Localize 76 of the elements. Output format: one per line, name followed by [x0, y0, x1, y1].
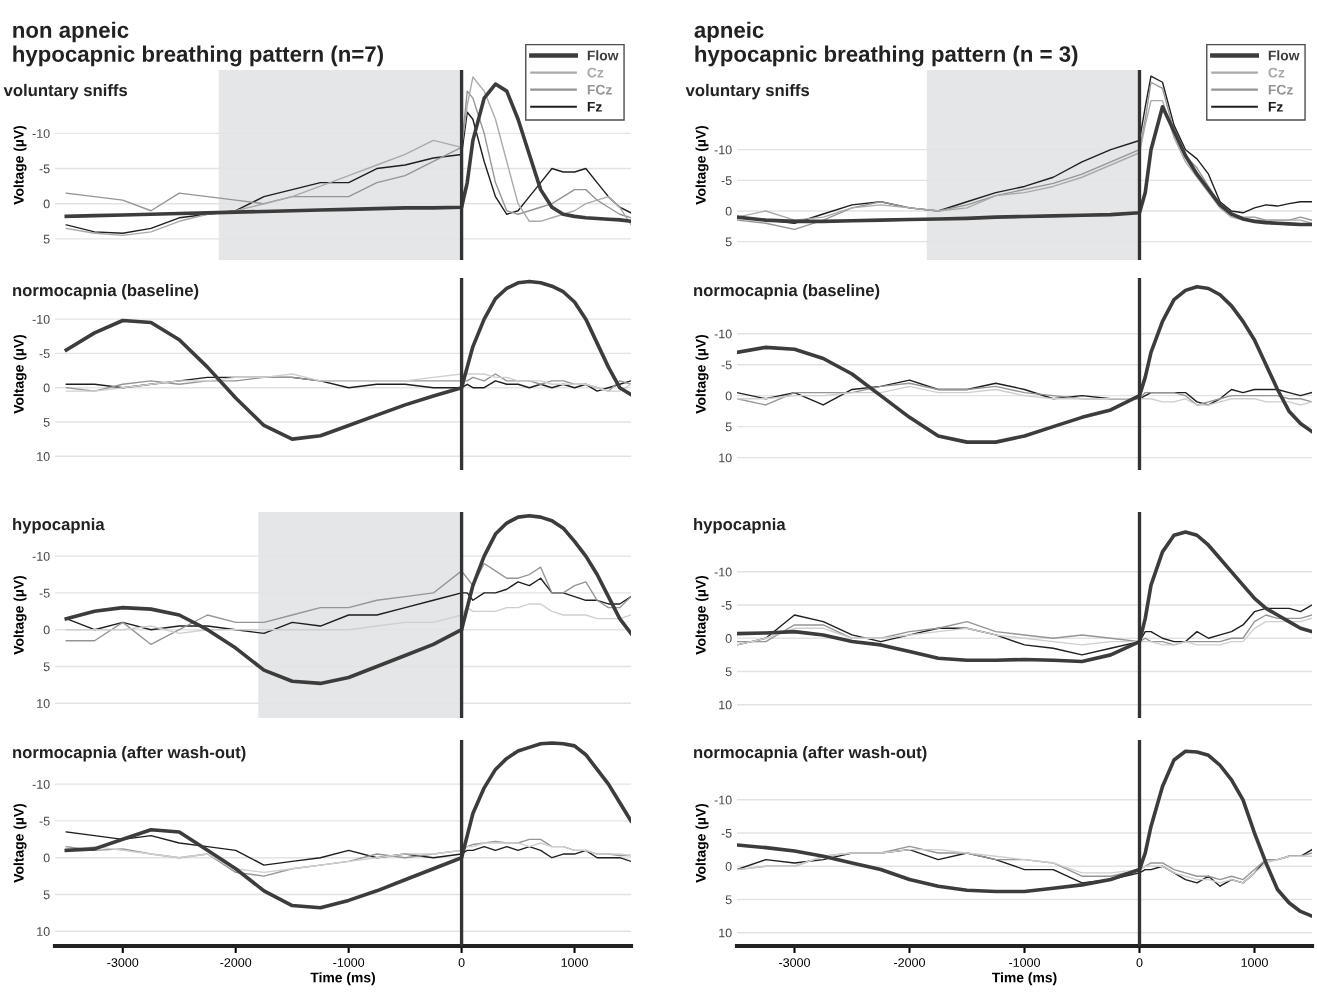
x-tick-label: -3000 [779, 958, 810, 967]
y-tick-label: 5 [43, 662, 50, 672]
y-tick-label: 0 [43, 199, 50, 209]
y-tick-label: -10 [714, 795, 732, 805]
x-tick-label: 0 [458, 958, 465, 967]
y-tick-label: 10 [719, 928, 732, 938]
x-axis-title: Time (ms) [991, 972, 1057, 986]
y-tick-label: -10 [714, 329, 732, 339]
legend-label: FCz [1268, 84, 1293, 95]
text: voluntary sniffs [3, 83, 128, 100]
y-tick-label: 10 [37, 452, 50, 461]
y-axis-title: Voltage (µV) [13, 125, 27, 205]
y-tick-label: 0 [725, 634, 732, 643]
y-tick-label: -5 [39, 164, 50, 174]
y-tick-label: 5 [725, 422, 732, 432]
y-tick-label: -5 [721, 828, 732, 838]
y-axis-title: Voltage (µV) [695, 334, 709, 414]
x-tick-label: 1000 [1241, 958, 1268, 967]
y-tick-label: -5 [721, 360, 732, 370]
y-axis-title: Voltage (µV) [695, 575, 709, 655]
chart-title: normocapnia (after wash-out) [694, 746, 927, 762]
legend-label: FCz [587, 84, 612, 95]
y-tick-label: 10 [719, 700, 732, 710]
chart-title: non apneic hypocapnic breathing pattern (n=7) [13, 21, 383, 67]
y-axis-title: Voltage (µV) [13, 334, 27, 414]
chart-title: normocapnia (baseline) [13, 284, 199, 300]
y-tick-label: 5 [725, 237, 732, 247]
y-tick-label: -10 [714, 145, 732, 155]
y-tick-label: -10 [32, 551, 50, 561]
chart-title: hypocapnia [13, 518, 105, 534]
chart-title: apneic hypocapnic breathing pattern (n = 3) [694, 21, 1078, 67]
legend-label: Fz [1268, 102, 1283, 112]
y-axis-title: Voltage (µV) [13, 803, 27, 883]
y-axis-title: Voltage (µV) [695, 803, 709, 883]
y-tick-label: 0 [43, 853, 50, 863]
y-tick-label: 5 [43, 417, 50, 427]
x-tick-label: -1000 [1009, 958, 1040, 967]
y-tick-label: 0 [725, 391, 732, 401]
legend-label: Flow [1268, 50, 1300, 61]
y-tick-label: -5 [39, 349, 50, 359]
y-tick-label: 5 [43, 234, 50, 244]
y-tick-label: -10 [32, 314, 50, 324]
legend-label: Fz [587, 102, 602, 112]
y-tick-label: -5 [39, 588, 50, 598]
y-tick-label: -10 [32, 129, 50, 138]
x-axis-title: Time (ms) [310, 972, 375, 986]
text: voluntary sniffs [685, 83, 810, 100]
y-axis-title: Voltage (µV) [13, 575, 27, 655]
y-tick-label: -5 [39, 816, 50, 826]
x-tick-label: -2000 [894, 958, 925, 967]
legend-label: Cz [1268, 67, 1285, 78]
legend-label: Cz [587, 67, 604, 78]
y-tick-label: 0 [725, 206, 732, 216]
y-tick-label: 5 [725, 895, 732, 905]
chart-title: hypocapnia [694, 518, 786, 534]
y-tick-label: 0 [43, 383, 50, 393]
y-tick-label: 0 [43, 625, 50, 635]
x-tick-label: -1000 [333, 958, 365, 967]
y-tick-label: 5 [43, 890, 50, 900]
y-tick-label: 10 [37, 699, 50, 708]
y-tick-label: 5 [725, 667, 732, 677]
y-tick-label: 10 [37, 927, 50, 936]
legend-label: Flow [587, 50, 619, 61]
y-axis-title: Voltage (µV) [695, 125, 709, 205]
chart-title: normocapnia (after wash-out) [13, 746, 246, 762]
y-tick-label: 10 [719, 453, 732, 463]
y-tick-label: -5 [721, 600, 732, 610]
x-tick-label: 0 [1136, 958, 1143, 967]
chart-title: normocapnia (baseline) [694, 284, 880, 300]
x-tick-label: -2000 [220, 958, 252, 967]
y-tick-label: -5 [721, 176, 732, 185]
x-tick-label: -3000 [107, 958, 139, 967]
y-tick-label: 0 [725, 862, 732, 871]
y-tick-label: -10 [714, 567, 732, 577]
y-tick-label: -10 [32, 779, 50, 789]
x-tick-label: 1000 [561, 958, 588, 967]
